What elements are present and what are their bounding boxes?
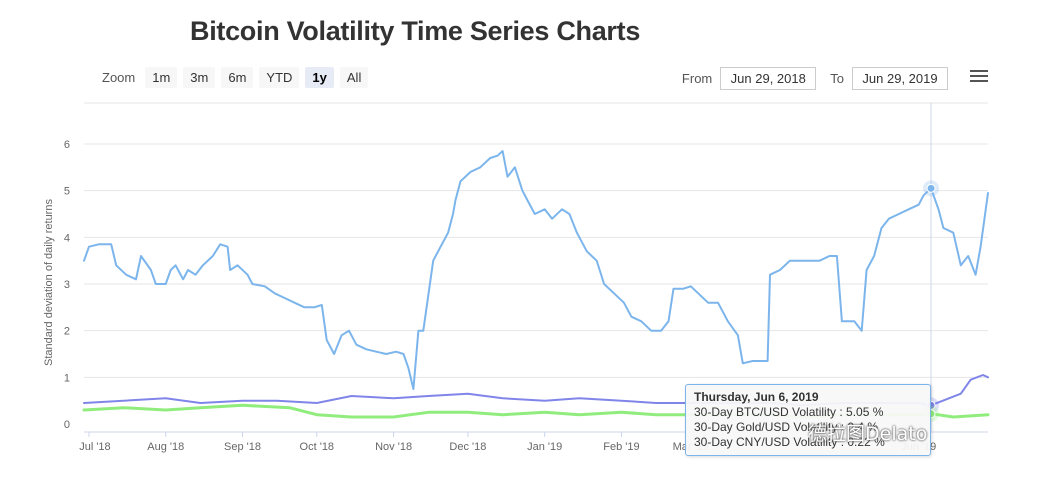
zoom-button-ytd[interactable]: YTD (259, 67, 300, 88)
zoom-button-1m[interactable]: 1m (145, 67, 178, 88)
x-tick-label: Jul '18 (79, 441, 110, 453)
x-tick-label: Sep '18 (224, 441, 261, 453)
to-label: To (830, 71, 844, 86)
x-tick-label: Oct '18 (300, 441, 335, 453)
x-tick-label: Nov '18 (375, 441, 412, 453)
zoom-selector: Zoom 1m 3m 6m YTD 1y All (102, 67, 369, 88)
y-tick-label: 5 (64, 186, 70, 198)
series-line-30-day-btc-usd-volatility (83, 150, 989, 390)
tooltip-gold-line: 30-Day Gold/USD Volatility : 0.4 % (694, 420, 879, 434)
tooltip-btc-line: 30-Day BTC/USD Volatility : 5.05 % (694, 405, 884, 419)
y-tick-label: 3 (64, 279, 70, 291)
y-tick-label: 0 (64, 419, 70, 431)
from-label: From (681, 71, 713, 86)
y-tick-label: 4 (64, 232, 70, 244)
chart-tooltip: Thursday, Jun 6, 2019 30-Day BTC/USD Vol… (685, 384, 931, 456)
watermark-text: 德拉图Delato (808, 423, 928, 445)
tooltip-cny-line: 30-Day CNY/USD Volatility : 0.22 % (694, 435, 885, 449)
hamburger-menu-icon[interactable] (970, 70, 988, 84)
x-tick-label: Aug '18 (147, 441, 184, 453)
tooltip-date: Thursday, Jun 6, 2019 (694, 390, 819, 404)
to-date-input[interactable]: Jun 29, 2019 (852, 67, 948, 90)
zoom-button-all[interactable]: All (339, 67, 369, 88)
y-tick-label: 1 (64, 372, 70, 384)
y-tick-label: 2 (64, 326, 70, 338)
hover-point-30-day-btc-usd-volatility (926, 183, 936, 193)
zoom-button-6m[interactable]: 6m (221, 67, 254, 88)
y-tick-label: 6 (64, 139, 70, 151)
x-tick-label: Jan '19 (527, 441, 562, 453)
from-date-input[interactable]: Jun 29, 2018 (720, 67, 817, 90)
page-title: Bitcoin Volatility Time Series Charts (190, 16, 641, 46)
zoom-label: Zoom (102, 70, 136, 85)
zoom-button-1y[interactable]: 1y (305, 67, 334, 88)
x-tick-label: Dec '18 (449, 441, 486, 453)
zoom-button-3m[interactable]: 3m (183, 67, 216, 88)
y-axis-title: Standard deviation of daily returns (43, 199, 55, 366)
date-range-inputs: From Jun 29, 2018 To Jun 29, 2019 (682, 67, 948, 90)
x-tick-label: Feb '19 (603, 441, 639, 453)
